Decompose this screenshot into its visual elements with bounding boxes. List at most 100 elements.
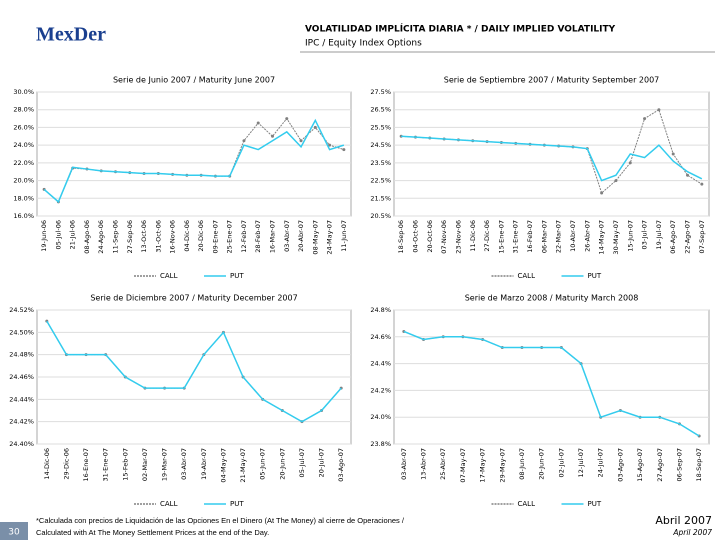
y-tick-label: 26.0%	[13, 123, 34, 131]
x-tick-label: 16-Nov-06	[169, 220, 177, 254]
x-tick-label: 13-Abr-07	[420, 448, 428, 480]
x-tick-label: 31-Oct-06	[154, 220, 162, 253]
point	[628, 161, 632, 165]
x-tick-label: 11-Sep-06	[112, 220, 120, 253]
x-tick-label: 20-Jun-07	[278, 448, 286, 480]
chart-title: Serie de Marzo 2008 / Maturity March 200…	[465, 294, 639, 303]
series-line	[43, 118, 345, 204]
x-tick-label: 20-Jul-07	[318, 448, 326, 477]
legend-label: CALL	[160, 272, 178, 280]
y-tick-label: 24.0%	[13, 141, 34, 149]
x-tick-label: 20-Dic-06	[197, 220, 205, 252]
x-tick-label: 04-May-07	[219, 448, 227, 483]
y-tick-label: 24.8%	[370, 306, 391, 314]
x-tick-label: 31-Ene-07	[512, 220, 520, 253]
x-tick-label: 15-Jun-07	[626, 220, 634, 252]
series-line	[401, 135, 703, 182]
x-tick-label: 15-Ene-07	[497, 220, 505, 253]
y-tick-label: 24.44%	[9, 395, 34, 403]
point	[671, 152, 675, 156]
x-tick-label: 21-Jul-06	[69, 220, 77, 249]
y-tick-label: 24.48%	[9, 351, 34, 359]
chart-title: Serie de Junio 2007 / Maturity June 2007	[113, 76, 275, 85]
x-tick-label: 18-Sep-07	[695, 448, 703, 481]
point	[600, 191, 604, 195]
x-tick-label: 21-May-07	[239, 448, 247, 483]
y-tick-label: 30.0%	[13, 88, 34, 96]
y-tick-label: 25.5%	[370, 123, 391, 131]
x-tick-label: 08-Jun-07	[518, 448, 526, 480]
y-tick-label: 27.5%	[370, 88, 391, 96]
x-tick-label: 12-Jul-07	[577, 448, 585, 477]
x-tick-label: 27-Ago-07	[656, 448, 664, 482]
x-tick-label: 31-Ene-07	[102, 448, 110, 481]
point	[271, 134, 274, 138]
x-tick-label: 19-Jun-06	[40, 220, 48, 252]
x-tick-label: 22-Ago-07	[684, 220, 692, 254]
x-tick-label: 03-Ago-07	[616, 448, 624, 482]
x-tick-label: 13-Oct-06	[140, 220, 148, 253]
point	[614, 179, 618, 183]
x-tick-label: 14-Dic-06	[43, 448, 51, 480]
x-tick-label: 15-Feb-07	[121, 448, 129, 481]
x-tick-label: 08-Ago-06	[83, 220, 91, 254]
y-tick-label: 18.0%	[13, 194, 34, 202]
x-tick-label: 03-Abr-07	[180, 448, 188, 480]
point	[256, 121, 260, 125]
y-tick-label: 24.6%	[370, 333, 391, 341]
x-tick-label: 20-Oct-06	[426, 220, 434, 253]
y-tick-label: 24.42%	[9, 418, 34, 426]
x-tick-label: 20-Jun-07	[538, 448, 546, 480]
x-tick-label: 29-May-07	[498, 448, 506, 483]
point	[328, 143, 332, 147]
y-tick-label: 28.0%	[13, 106, 34, 114]
x-tick-label: 03-Jul-07	[641, 220, 649, 249]
y-tick-label: 21.5%	[370, 194, 391, 202]
y-tick-label: 23.8%	[370, 440, 391, 448]
x-tick-label: 25-Abr-07	[439, 448, 447, 480]
point	[313, 125, 317, 129]
x-tick-label: 22-Mar-07	[555, 220, 563, 253]
y-tick-label: 24.52%	[9, 306, 34, 314]
y-tick-label: 24.50%	[9, 328, 34, 336]
y-tick-label: 24.46%	[9, 373, 34, 381]
x-tick-label: 10-Abr-07	[569, 220, 577, 252]
chart-title: Serie de Septiembre 2007 / Maturity Sept…	[444, 76, 660, 85]
x-tick-label: 03-Ago-07	[337, 448, 345, 482]
x-tick-label: 25-Ene-07	[226, 220, 234, 253]
point	[700, 182, 704, 186]
x-tick-label: 06-Sep-07	[675, 448, 683, 481]
x-tick-label: 18-Sep-06	[397, 220, 405, 253]
x-tick-label: 05-Jul-06	[54, 220, 62, 249]
point	[299, 139, 303, 143]
x-tick-label: 03-Abr-07	[283, 220, 291, 252]
point	[657, 108, 661, 112]
x-tick-label: 06-Mar-07	[540, 220, 548, 253]
y-tick-label: 24.40%	[9, 440, 34, 448]
legend-label: PUT	[588, 272, 602, 280]
x-tick-label: 27-Dic-06	[483, 220, 491, 252]
page-title: VOLATILIDAD IMPLÍCITA DIARIA * / DAILY I…	[305, 23, 616, 35]
page-subtitle: IPC / Equity Index Options	[305, 39, 422, 49]
y-tick-label: 20.0%	[13, 177, 34, 185]
y-tick-label: 22.5%	[370, 177, 391, 185]
x-tick-label: 04-Oct-06	[411, 220, 419, 253]
point	[285, 117, 289, 121]
x-tick-label: 23-Nov-06	[454, 220, 462, 254]
date: Abril 2007	[655, 514, 712, 527]
legend-label: CALL	[160, 500, 178, 508]
x-tick-label: 02-Mar-07	[141, 448, 149, 481]
x-tick-label: 24-Jul-07	[597, 448, 605, 477]
x-tick-label: 06-Ago-07	[669, 220, 677, 254]
x-tick-label: 24-Ago-06	[97, 220, 105, 254]
point	[686, 173, 690, 177]
plot-area	[36, 91, 352, 217]
y-tick-label: 26.5%	[370, 106, 391, 114]
legend-label: PUT	[588, 500, 602, 508]
x-tick-label: 08-May-07	[311, 220, 319, 255]
x-tick-label: 20-Abr-07	[297, 220, 305, 252]
x-tick-label: 27-Sep-06	[126, 220, 134, 253]
x-tick-label: 28-Feb-07	[254, 220, 262, 253]
x-tick-label: 14-May-07	[598, 220, 606, 255]
